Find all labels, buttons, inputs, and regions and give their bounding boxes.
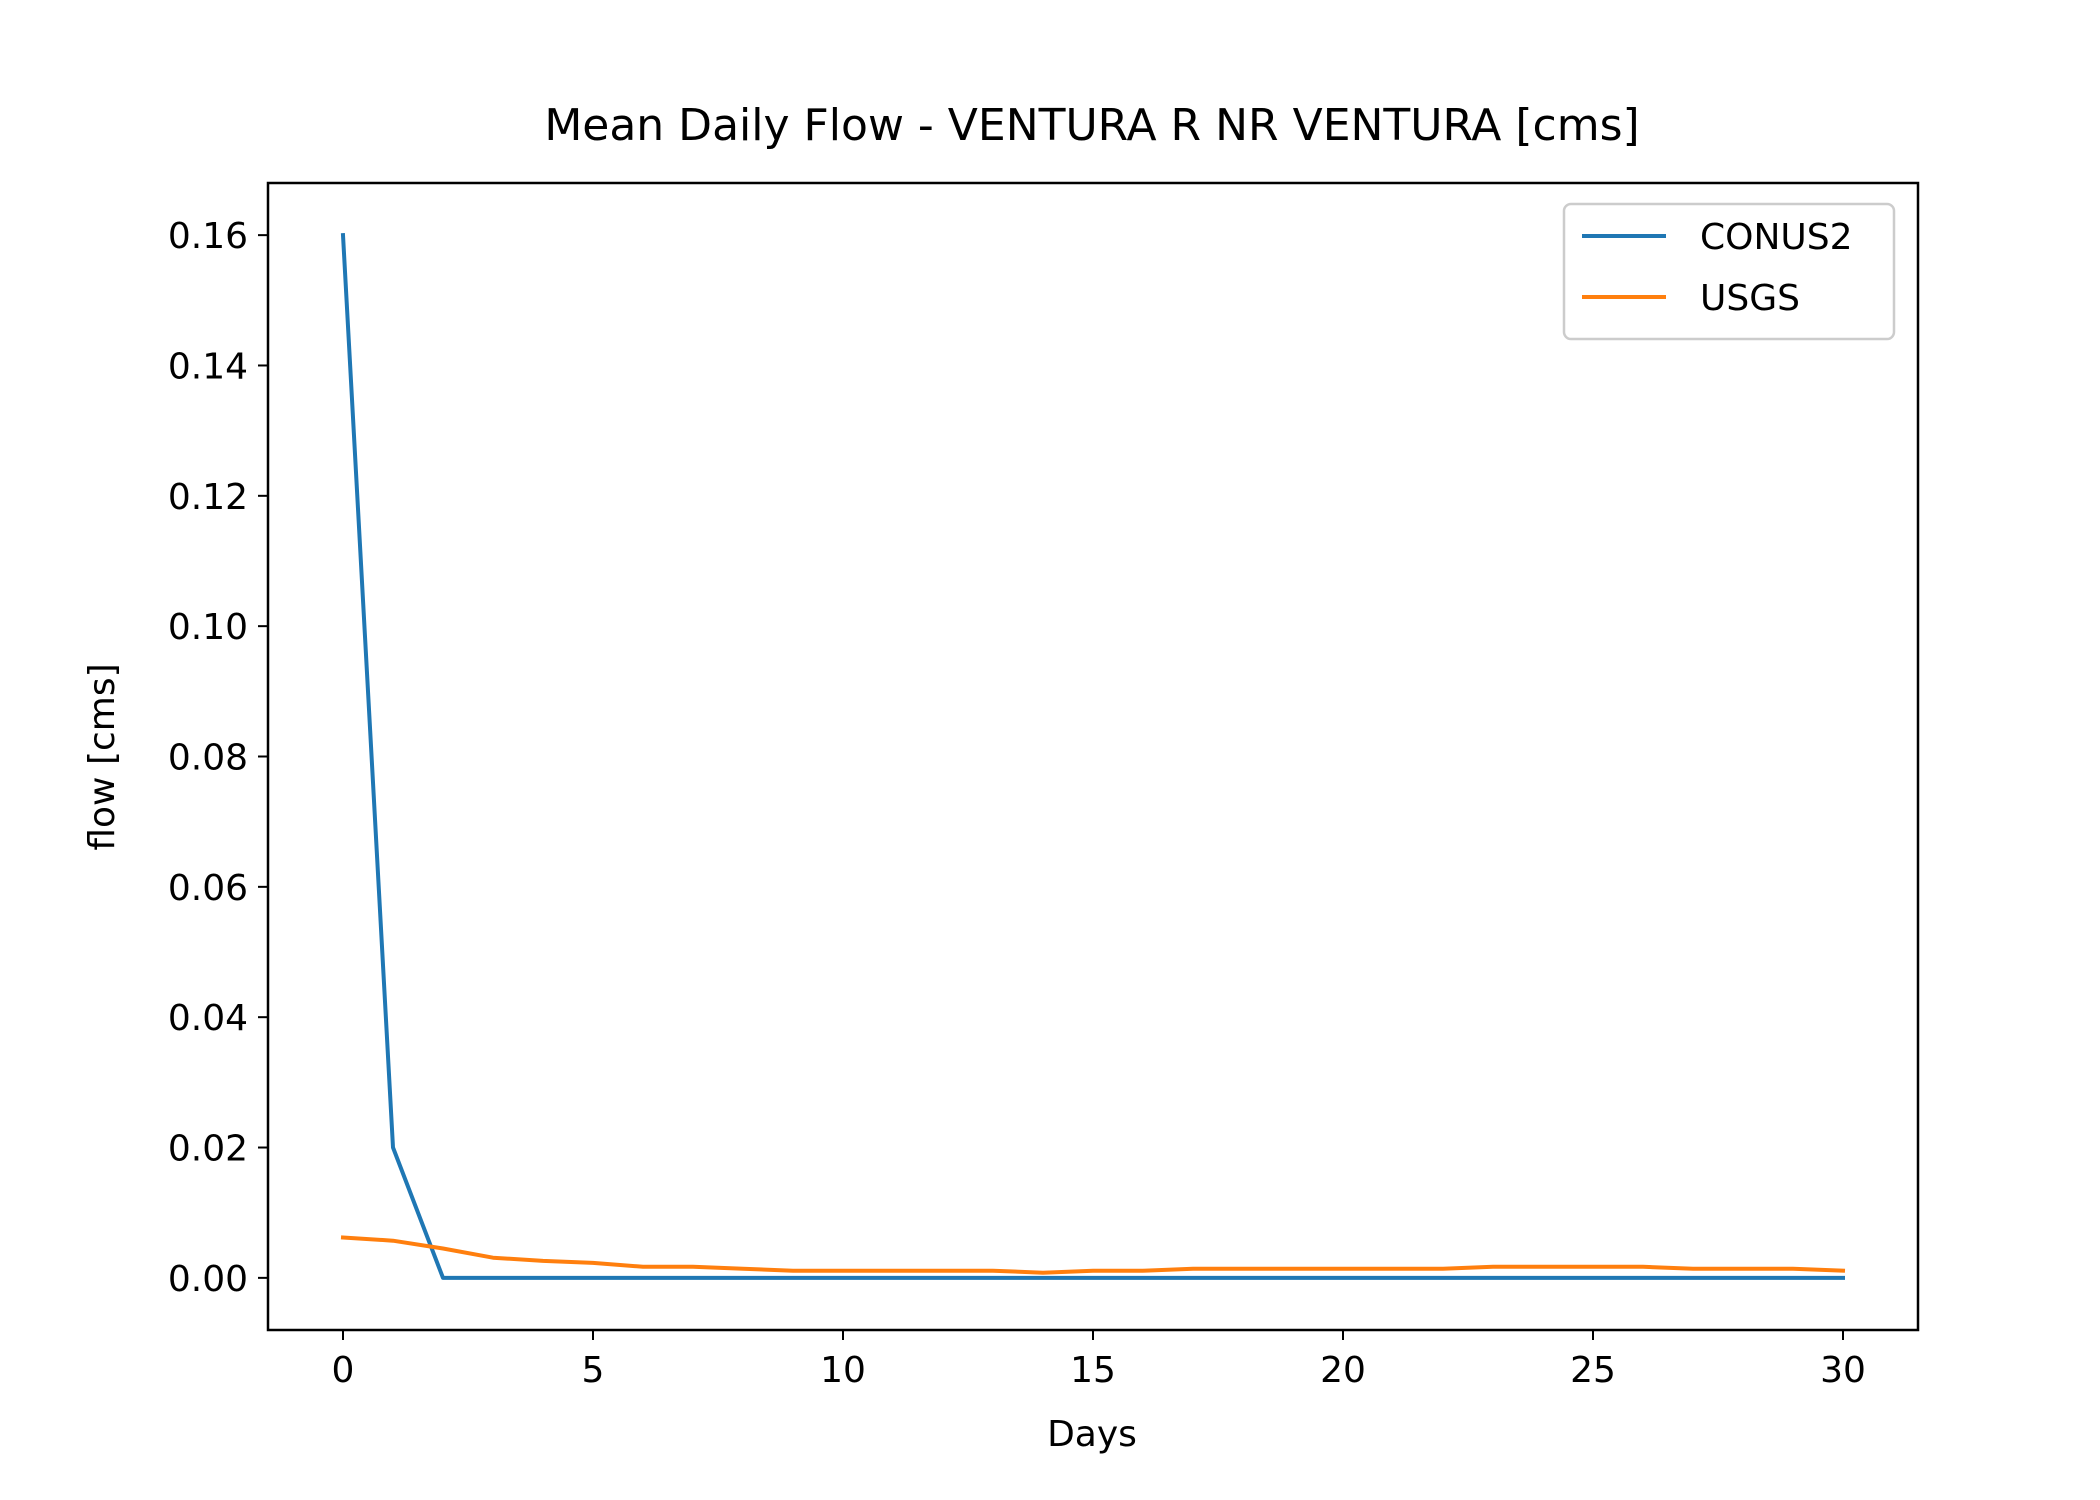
legend-label-conus2: CONUS2 xyxy=(1700,217,1853,258)
x-tick-label: 20 xyxy=(1320,1350,1366,1391)
y-tick-label: 0.14 xyxy=(168,346,248,387)
series-line-conus2 xyxy=(340,232,1845,1280)
x-axis: 0 5 10 15 20 25 30 xyxy=(332,1330,1866,1391)
y-tick-label: 0.00 xyxy=(168,1259,248,1300)
y-tick-label: 0.04 xyxy=(168,998,248,1039)
y-tick-label: 0.02 xyxy=(168,1129,248,1170)
y-tick-label: 0.06 xyxy=(168,868,248,909)
x-tick-label: 25 xyxy=(1570,1350,1616,1391)
y-axis-label: flow [cms] xyxy=(82,663,123,850)
plot-area xyxy=(340,232,1846,1280)
x-tick-label: 5 xyxy=(582,1350,605,1391)
series-line-usgs xyxy=(340,1235,1846,1275)
legend: CONUS2 USGS xyxy=(1562,202,1896,341)
y-tick-label: 0.16 xyxy=(168,216,248,257)
x-axis-label: Days xyxy=(1047,1414,1137,1455)
x-tick-label: 0 xyxy=(332,1350,355,1391)
legend-label-usgs: USGS xyxy=(1700,278,1800,319)
x-tick-label: 10 xyxy=(820,1350,866,1391)
y-tick-label: 0.08 xyxy=(168,738,248,779)
y-tick-label: 0.12 xyxy=(168,477,248,518)
y-axis: 0.00 0.02 0.04 0.06 0.08 0.10 0.12 0.14 0.16 xyxy=(168,216,268,1300)
x-tick-label: 30 xyxy=(1820,1350,1866,1391)
y-tick-label: 0.10 xyxy=(168,607,248,648)
x-tick-label: 15 xyxy=(1070,1350,1116,1391)
chart-title: Mean Daily Flow - VENTURA R NR VENTURA [… xyxy=(544,100,1639,151)
